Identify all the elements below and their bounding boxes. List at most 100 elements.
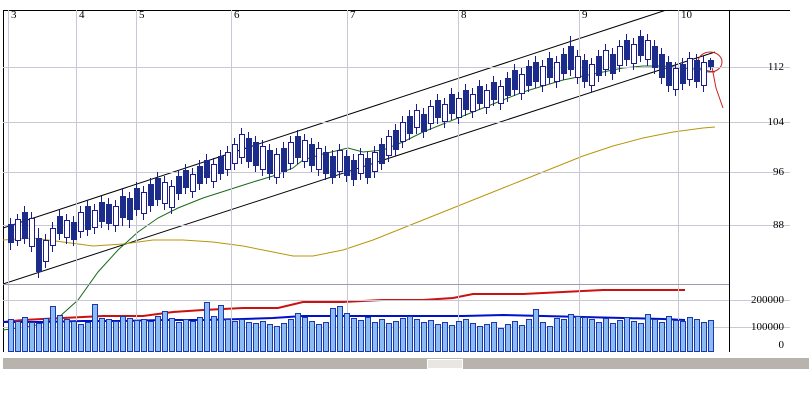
- candle-body: [50, 228, 56, 246]
- candle-body: [323, 152, 329, 174]
- volume-bar: [407, 316, 413, 352]
- chart-plot-area[interactable]: 92: [3, 10, 730, 352]
- candle-body: [29, 218, 35, 247]
- chart-frame: [3, 10, 790, 352]
- candle-body: [260, 146, 266, 170]
- volume-bar: [393, 321, 399, 352]
- ma-long: [3, 126, 716, 257]
- volume-bar: [631, 321, 637, 352]
- price-axis-label: 104: [767, 116, 785, 128]
- candle-body: [211, 164, 217, 182]
- volume-bar: [456, 321, 462, 352]
- candle-body: [498, 86, 504, 104]
- volume-bar: [64, 319, 70, 352]
- volume-bar: [134, 320, 140, 352]
- candle-body: [302, 140, 308, 162]
- volume-bar: [365, 317, 371, 352]
- candle-body: [694, 60, 700, 82]
- candle-body: [568, 46, 574, 70]
- volume-bar: [708, 320, 714, 352]
- trend-upper: [3, 10, 668, 229]
- volume-bar: [554, 318, 560, 352]
- candle-body: [533, 62, 539, 82]
- candle-body: [491, 82, 497, 100]
- volume-bar: [428, 320, 434, 352]
- candle-body: [512, 70, 518, 90]
- candle-body: [218, 156, 224, 174]
- volume-bar: [491, 322, 497, 352]
- candle-body: [120, 196, 126, 218]
- candle-body: [337, 150, 343, 172]
- volume-bar: [603, 318, 609, 352]
- horizontal-scrollbar[interactable]: [3, 357, 809, 369]
- candle-body: [547, 58, 553, 78]
- plot-right-border: [729, 10, 730, 352]
- candle-body: [267, 150, 273, 174]
- candle-body: [288, 142, 294, 164]
- candle-body: [22, 212, 28, 239]
- candle-body: [589, 64, 595, 86]
- volume-bar: [15, 321, 21, 352]
- candle-body: [64, 220, 70, 238]
- candle-body: [99, 202, 105, 222]
- scrollbar-thumb[interactable]: [427, 359, 463, 369]
- volume-bar: [526, 319, 532, 352]
- volume-ma-red: [3, 289, 685, 323]
- volume-bar: [519, 325, 525, 352]
- vertical-gridline: [458, 10, 459, 352]
- candle-body: [505, 78, 511, 96]
- candle-body: [407, 116, 413, 134]
- volume-bar: [533, 309, 539, 352]
- price-axis-label: 88: [773, 219, 784, 231]
- candle-body: [428, 106, 434, 124]
- candle-body: [638, 36, 644, 56]
- volume-bar: [687, 317, 693, 352]
- candle-body: [624, 40, 630, 60]
- candle-body: [617, 46, 623, 66]
- vertical-gridline: [76, 10, 77, 352]
- volume-bar: [701, 322, 707, 352]
- vertical-gridline: [8, 10, 9, 352]
- candle-body: [204, 160, 210, 178]
- horizontal-gridline: [3, 225, 730, 226]
- candle-body: [393, 130, 399, 150]
- candle-body: [141, 192, 147, 214]
- candle-body: [645, 40, 651, 60]
- candle-body: [43, 240, 49, 262]
- volume-bar: [239, 319, 245, 352]
- candle-body: [106, 204, 112, 224]
- candle-body: [176, 176, 182, 194]
- volume-axis-label: 0: [778, 339, 785, 351]
- candle-body: [365, 158, 371, 178]
- vertical-gridline: [231, 10, 232, 352]
- axis-gridline: [730, 67, 790, 68]
- volume-bar: [414, 319, 420, 352]
- volume-bar: [442, 322, 448, 352]
- candle-body: [330, 156, 336, 178]
- candle-body: [232, 144, 238, 164]
- month-axis-label: 4: [79, 9, 85, 21]
- candle-body: [701, 62, 707, 86]
- volume-bar: [358, 320, 364, 352]
- vertical-gridline: [678, 10, 679, 352]
- candle-body: [414, 110, 420, 128]
- volume-bar: [295, 313, 301, 352]
- volume-bar: [547, 326, 553, 352]
- volume-bar: [127, 318, 133, 352]
- volume-bar: [624, 317, 630, 352]
- ma-short: [3, 65, 716, 331]
- volume-bar: [78, 324, 84, 352]
- candle-body: [526, 66, 532, 86]
- candle-body: [281, 148, 287, 172]
- volume-bar: [645, 314, 651, 352]
- candle-body: [183, 170, 189, 188]
- annotation-line: [710, 61, 724, 109]
- axis-gridline: [730, 300, 790, 301]
- volume-bar: [309, 321, 315, 352]
- vertical-gridline: [136, 10, 137, 352]
- candle-body: [421, 114, 427, 132]
- candle-body: [666, 62, 672, 86]
- candle-body: [540, 66, 546, 86]
- volume-bar: [694, 319, 700, 352]
